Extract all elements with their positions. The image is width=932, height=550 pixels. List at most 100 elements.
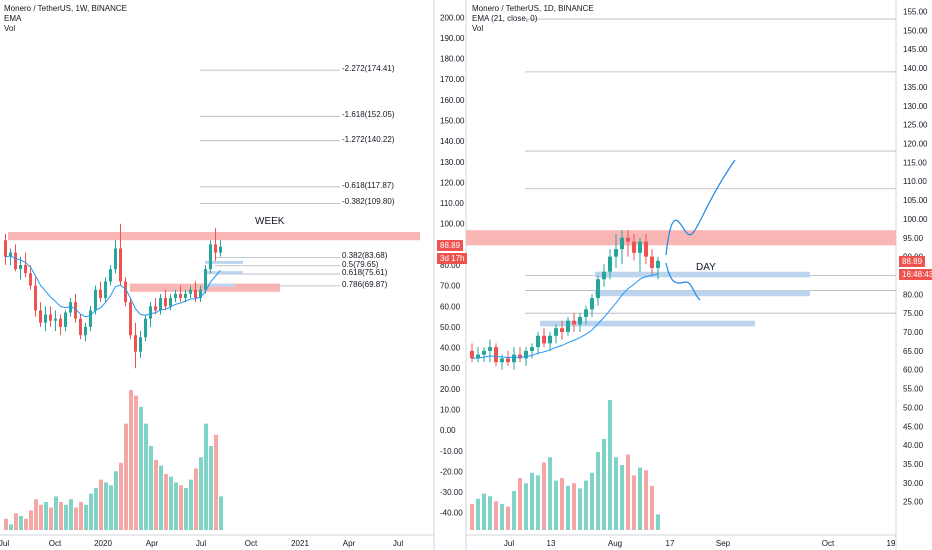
candle-body: [560, 328, 564, 333]
volume-bar: [114, 471, 118, 530]
bullish-projection: [665, 159, 736, 256]
volume-bar: [644, 470, 648, 530]
volume-bar: [650, 485, 654, 530]
left-y-tick: -20.00: [440, 467, 463, 476]
volume-bar: [24, 518, 28, 530]
left-ema-line: [5, 255, 221, 318]
right-x-tick: 17: [666, 539, 675, 548]
left-x-tick: Oct: [49, 539, 62, 548]
candle-body: [19, 265, 22, 270]
volume-bar: [214, 434, 218, 530]
candle-body: [488, 347, 492, 351]
left-fib-zone: [205, 271, 243, 275]
volume-bar: [149, 446, 153, 530]
candle-body: [84, 326, 87, 336]
volume-bar: [470, 504, 474, 530]
volume-bar: [632, 475, 636, 530]
candle-body: [54, 318, 57, 321]
right-y-tick: 140.00: [903, 64, 928, 73]
candle-body: [64, 312, 67, 327]
volume-bar: [39, 504, 43, 530]
right-x-tick: Aug: [608, 539, 622, 548]
volume-bar: [79, 502, 83, 530]
left-y-tick: 0.00: [440, 426, 456, 435]
left-y-tick: 200.00: [440, 13, 465, 22]
candle-body: [44, 314, 47, 323]
left-y-tick: -10.00: [440, 447, 463, 456]
volume-bar: [154, 460, 158, 530]
right-x-tick: Oct: [822, 539, 835, 548]
volume-bar: [194, 468, 198, 530]
volume-bar: [4, 518, 8, 530]
candle-body: [476, 354, 480, 359]
right-y-tick: 50.00: [903, 403, 924, 412]
volume-bar: [566, 485, 570, 530]
left-y-tick: 170.00: [440, 75, 465, 84]
volume-bar: [506, 506, 510, 530]
volume-bar: [602, 439, 606, 530]
volume-bar: [548, 457, 552, 530]
left-y-tick: -30.00: [440, 488, 463, 497]
candle-body: [179, 293, 182, 299]
left-y-tick: 120.00: [440, 178, 465, 187]
candle-body: [34, 285, 37, 311]
fib-label: -0.382(109.80): [342, 197, 395, 207]
candle-body: [129, 302, 132, 336]
volume-bar: [184, 488, 188, 530]
left-x-tick: Oct: [245, 539, 258, 548]
candle-body: [584, 309, 588, 317]
volume-bar: [219, 496, 223, 530]
candle-body: [638, 241, 642, 253]
volume-bar: [29, 510, 33, 530]
right-vol-label: Vol: [472, 24, 484, 33]
volume-bar: [620, 465, 624, 530]
candle-body: [470, 350, 474, 359]
right-header: Monero / TetherUS, 1D, BINANCE EMA (21, …: [472, 4, 594, 34]
volume-bar: [14, 513, 18, 530]
candle-body: [518, 354, 522, 359]
candle-body: [24, 265, 27, 274]
volume-bar: [169, 476, 173, 530]
right-support-zone: [540, 320, 755, 327]
volume-bar: [536, 475, 540, 530]
volume-bar: [174, 482, 178, 530]
week-annotation: WEEK: [255, 216, 285, 227]
right-y-tick: 120.00: [903, 140, 928, 149]
candle-body: [154, 306, 157, 311]
candle-body: [494, 347, 498, 363]
volume-bar: [578, 488, 582, 530]
fib-label: -0.618(117.87): [342, 180, 394, 190]
left-y-tick: 160.00: [440, 96, 465, 105]
volume-bar: [488, 496, 492, 530]
volume-bar: [189, 479, 193, 530]
candle-body: [174, 293, 177, 299]
volume-bar: [530, 472, 534, 530]
right-y-tick: 155.00: [903, 8, 928, 17]
right-support-zone: [595, 290, 810, 297]
right-resistance-zone: [466, 230, 896, 246]
candle-body: [656, 260, 660, 268]
right-y-tick: 55.00: [903, 385, 924, 394]
volume-bar: [69, 499, 73, 530]
volume-bar: [129, 390, 133, 530]
volume-bar: [9, 524, 13, 530]
candle-body: [134, 335, 137, 352]
candle-body: [214, 244, 217, 253]
left-y-tick: 10.00: [440, 405, 461, 414]
candle-body: [608, 256, 612, 272]
right-y-tick: 30.00: [903, 479, 924, 488]
right-ema-label: EMA (21, close, 0): [472, 14, 538, 23]
left-y-tick: 20.00: [440, 385, 461, 394]
candle-body: [482, 350, 486, 355]
volume-bar: [139, 406, 143, 530]
candle-body: [614, 249, 618, 257]
candle-body: [139, 337, 142, 352]
volume-bar: [104, 482, 108, 530]
candle-body: [194, 289, 197, 299]
left-fib-zone: [205, 260, 243, 264]
candle-body: [566, 320, 570, 333]
right-y-tick: 135.00: [903, 83, 928, 92]
left-x-tick: Jul: [393, 539, 403, 548]
volume-bar: [590, 472, 594, 530]
